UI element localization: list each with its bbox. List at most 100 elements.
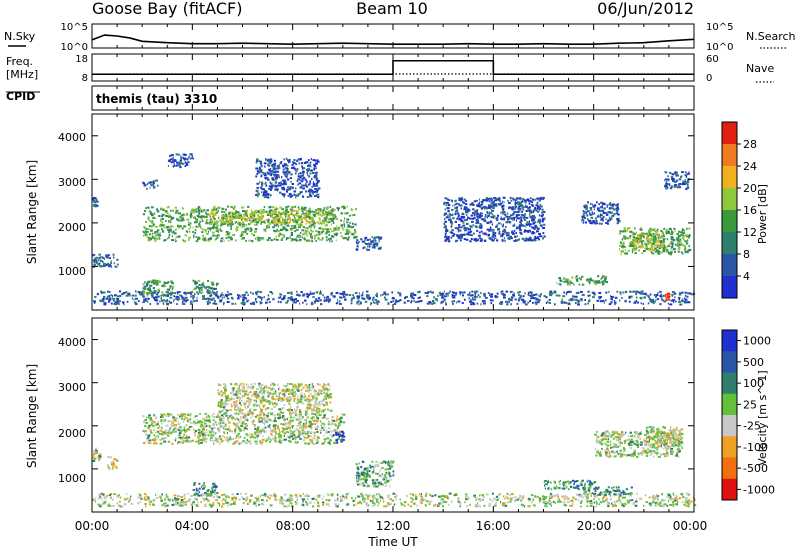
power-data-region-14-cell <box>453 300 456 303</box>
power-data-region-0-cell <box>272 213 276 216</box>
power-data-region-10-cell <box>581 215 585 218</box>
power-data-region-5-cell <box>295 163 297 166</box>
power-data-region-8-cell <box>469 224 472 227</box>
power-data-region-10-cell <box>600 217 604 220</box>
power-data-region-14-cell <box>216 295 220 298</box>
power-data-region-11-cell <box>654 227 656 230</box>
power-data-region-11-cell <box>670 247 672 250</box>
power-data-region-10-cell <box>586 206 588 209</box>
power-data-region-1-cell <box>205 219 209 222</box>
power-data-region-12-cell <box>634 240 637 243</box>
velocity-data-region-0-cell <box>339 430 342 433</box>
power-data-region-0-cell <box>290 232 293 234</box>
power-data-region-14-cell <box>376 303 379 305</box>
power-data-region-1-cell <box>259 218 263 221</box>
power-data-region-13-cell <box>683 181 686 183</box>
velocity-data-region-0-cell <box>214 437 217 439</box>
power-data-region-5-cell <box>283 193 286 196</box>
power-data-region-8-cell <box>487 206 491 209</box>
power-data-region-14-cell <box>395 299 397 302</box>
power-data-region-8-cell <box>459 236 463 239</box>
velocity-data-region-0-cell <box>235 423 238 426</box>
velocity-data-region-0-cell <box>321 442 324 445</box>
power-data-region-0-cell <box>331 235 335 238</box>
power-data-region-8-cell <box>476 205 479 207</box>
power-data-region-10-cell <box>589 207 592 209</box>
power-data-region-14-cell <box>431 291 434 294</box>
power-data-region-0-cell <box>353 232 356 235</box>
power-data-region-8-cell <box>460 235 463 238</box>
power-data-region-11-cell <box>629 245 632 248</box>
velocity-data-region-0-cell <box>301 432 305 435</box>
power-data-region-14-cell <box>384 296 386 299</box>
velocity-data-region-0-cell <box>253 436 256 439</box>
power-data-region-14-cell <box>596 300 599 302</box>
power-data-region-11-cell <box>661 251 663 254</box>
power-data-region-14-cell <box>513 292 515 295</box>
power-data-region-1-cell <box>211 221 213 223</box>
power-data-region-0-cell <box>250 239 253 242</box>
power-data-region-11-cell <box>657 230 659 233</box>
velocity-data-region-0-cell <box>226 432 228 435</box>
power-data-region-11-cell <box>660 243 662 246</box>
power-data-region-0-cell <box>297 223 301 226</box>
power-data-region-0-cell <box>285 218 287 221</box>
velocity-data-region-0-cell <box>304 425 307 428</box>
power-data-region-14-cell <box>673 301 675 303</box>
power-data-region-12-cell <box>641 240 644 243</box>
power-data-region-5-cell <box>278 164 281 167</box>
velocity-data-region-0-cell <box>297 423 299 425</box>
power-data-region-14-cell <box>480 292 482 295</box>
power-data-region-0-cell <box>327 212 331 215</box>
power-data-region-0-cell <box>242 224 245 227</box>
power-data-region-1-cell <box>301 217 303 220</box>
power-data-region-8-cell <box>459 204 463 207</box>
power-data-region-5-cell <box>291 186 294 189</box>
power-data-region-0-cell <box>326 239 328 242</box>
power-data-region-4-cell <box>182 156 184 159</box>
power-data-region-0-cell <box>275 206 277 209</box>
power-data-region-0-cell <box>337 208 340 211</box>
power-data-region-8-cell <box>492 203 495 206</box>
velocity-data-region-0-cell <box>165 415 167 417</box>
power-data-region-8-cell <box>454 220 457 223</box>
velocity-data-region-0-cell <box>236 417 238 420</box>
power-data-region-14-cell <box>299 302 301 305</box>
power-data-region-13-cell <box>672 180 675 183</box>
power-data-region-14-cell <box>659 295 661 297</box>
power-data-region-1-cell <box>244 217 246 220</box>
velocity-data-region-0-cell <box>287 426 290 429</box>
power-data-region-12-cell <box>653 241 656 244</box>
power-data-region-5-cell <box>263 174 267 177</box>
power-data-region-14-cell <box>391 291 394 294</box>
velocity-data-region-0-cell <box>313 431 316 434</box>
power-data-region-0-cell <box>188 221 190 224</box>
power-data-region-0-cell <box>252 218 255 221</box>
power-data-region-9-cell <box>581 283 585 286</box>
power-data-region-8-cell <box>460 218 463 221</box>
power-data-region-8-cell <box>511 230 513 233</box>
power-data-region-0-cell <box>223 222 226 225</box>
power-data-region-5-cell <box>314 190 317 193</box>
power-data-region-0-cell <box>170 215 172 218</box>
power-data-region-8-cell <box>490 237 492 239</box>
power-data-region-0-cell <box>203 239 206 242</box>
power-ylabel: Slant Range [km] <box>25 160 39 264</box>
power-data-region-8-cell <box>538 214 541 217</box>
power-data-region-8-cell <box>506 234 510 237</box>
power-data-region-14-cell <box>315 291 319 294</box>
power-data-region-11-cell <box>645 232 648 235</box>
power-data-region-8-cell <box>490 216 494 219</box>
power-data-region-10-cell <box>600 206 603 209</box>
power-data-region-8-cell <box>502 212 504 215</box>
power-data-region-9-cell <box>602 283 604 286</box>
power-data-region-11-cell <box>619 241 622 244</box>
power-data-region-0-cell <box>297 235 301 238</box>
power-data-region-0-cell <box>346 238 350 241</box>
power-data-region-8-cell <box>517 203 521 206</box>
power-data-region-11-cell <box>653 252 655 255</box>
power-data-region-1-cell <box>257 213 259 216</box>
power-data-region-0-cell <box>321 231 323 234</box>
power-data-region-14-cell <box>93 301 96 304</box>
power-data-region-11-cell <box>677 239 680 241</box>
